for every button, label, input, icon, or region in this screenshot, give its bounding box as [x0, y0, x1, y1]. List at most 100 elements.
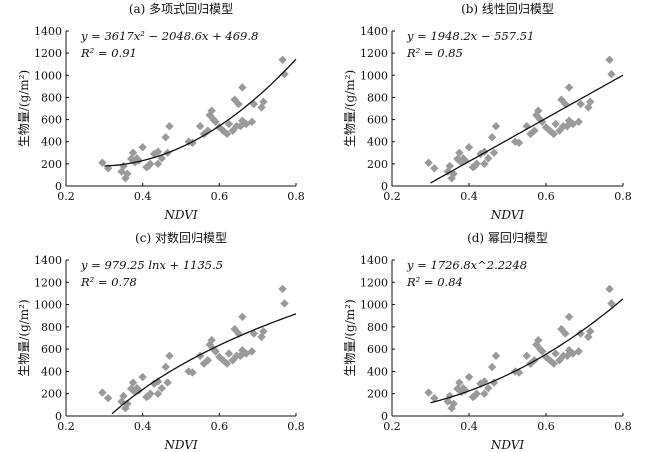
data-point	[564, 83, 574, 92]
data-point	[211, 347, 220, 356]
data-point	[234, 329, 243, 338]
y-tick-label: 0	[381, 410, 388, 423]
data-point	[123, 399, 132, 408]
data-point	[153, 389, 163, 398]
y-tick-label: 1200	[360, 47, 388, 60]
data-point	[224, 349, 234, 358]
y-tick-label: 1200	[34, 276, 62, 289]
y-axis-title: 生物量/(g/m²)	[343, 70, 357, 147]
x-axis-title: NDVI	[490, 208, 525, 222]
data-point	[472, 389, 481, 398]
data-point	[117, 167, 126, 176]
y-tick-label: 200	[367, 388, 388, 401]
data-point	[537, 347, 547, 356]
data-point	[153, 377, 163, 386]
y-tick-label: 200	[41, 158, 62, 171]
data-point	[259, 327, 268, 336]
data-point	[121, 174, 130, 183]
data-point	[98, 388, 107, 397]
y-tick-label: 1400	[360, 254, 388, 267]
data-point	[605, 284, 614, 294]
r-squared: R² = 0.78	[80, 275, 137, 289]
y-tick-label: 600	[367, 114, 388, 127]
y-tick-label: 1400	[360, 25, 388, 38]
y-tick-label: 400	[367, 365, 388, 378]
data-point	[238, 312, 247, 322]
data-point	[195, 122, 205, 131]
fit-equation: y = 1948.2x − 557.51	[406, 29, 534, 43]
data-point	[278, 55, 287, 64]
data-point	[605, 55, 614, 64]
x-axis-title: NDVI	[163, 438, 198, 452]
data-point	[464, 372, 474, 382]
data-point	[207, 336, 216, 345]
data-point	[228, 126, 237, 135]
data-point	[484, 154, 493, 163]
y-tick-label: 1200	[34, 47, 62, 60]
y-tick-label: 600	[367, 343, 388, 356]
x-tick-label: 0.6	[211, 420, 229, 433]
data-point	[534, 106, 543, 115]
data-point	[447, 174, 456, 183]
r-squared: R² = 0.85	[406, 46, 463, 60]
data-point	[153, 147, 163, 156]
data-point	[146, 159, 155, 169]
data-point	[161, 133, 170, 142]
data-point	[480, 159, 489, 169]
data-point	[247, 347, 257, 356]
y-axis-title: 生物量/(g/m²)	[343, 299, 357, 376]
y-tick-label: 1000	[34, 69, 62, 82]
x-tick-label: 0.8	[614, 420, 632, 433]
y-tick-label: 200	[41, 388, 62, 401]
y-tick-label: 0	[55, 180, 62, 193]
data-point	[424, 388, 433, 397]
data-point	[123, 169, 132, 179]
data-point	[165, 122, 174, 131]
data-point	[484, 383, 493, 393]
x-axis-title: NDVI	[163, 208, 198, 222]
panel-title: (b) 线性回归模型	[461, 2, 554, 16]
data-point	[586, 327, 595, 336]
y-tick-label: 400	[41, 136, 62, 149]
data-point	[199, 359, 209, 368]
data-point	[249, 99, 259, 109]
data-point	[526, 129, 535, 139]
data-point	[134, 386, 144, 395]
data-point	[259, 97, 268, 107]
y-tick-label: 400	[367, 136, 388, 149]
data-point	[278, 284, 287, 294]
data-point	[584, 332, 593, 342]
x-tick-label: 0.8	[614, 190, 632, 203]
data-point	[205, 110, 214, 120]
data-point	[607, 69, 616, 79]
x-axis-title: NDVI	[490, 438, 525, 452]
x-tick-label: 0.4	[460, 420, 478, 433]
data-point	[222, 359, 232, 368]
data-point	[514, 368, 524, 377]
x-tick-label: 0.6	[211, 190, 229, 203]
data-point	[561, 329, 570, 338]
data-point	[562, 351, 572, 361]
data-point	[551, 349, 560, 358]
panel-title: (d) 幂回归模型	[467, 231, 548, 245]
data-point	[165, 351, 174, 361]
data-point	[157, 383, 167, 393]
data-point	[222, 129, 232, 139]
y-tick-label: 800	[41, 321, 62, 334]
data-point	[522, 351, 531, 361]
data-point	[576, 329, 585, 338]
fit-curve	[430, 298, 624, 404]
data-point	[280, 299, 289, 308]
data-point	[146, 389, 155, 398]
y-tick-label: 200	[367, 158, 388, 171]
data-point	[564, 312, 574, 322]
data-point	[607, 299, 616, 308]
fit-equation: y = 979.25 lnx + 1135.5	[80, 258, 223, 272]
data-point	[234, 99, 243, 109]
data-point	[568, 119, 578, 129]
data-point	[574, 117, 583, 126]
data-point	[568, 349, 578, 358]
panel-title: (c) 对数回归模型	[135, 230, 227, 245]
x-tick-label: 0.4	[134, 420, 152, 433]
